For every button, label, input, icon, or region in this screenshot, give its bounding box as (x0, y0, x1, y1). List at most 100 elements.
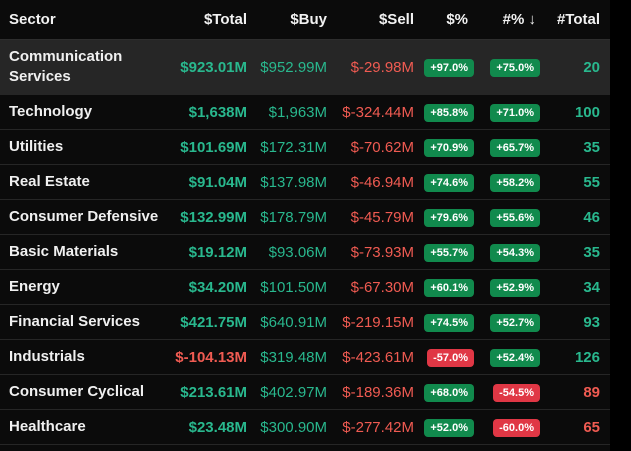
buy-value: $1,963M (247, 94, 327, 130)
hpct-badge: +58.2% (490, 173, 540, 192)
buy-value: $137.98M (247, 164, 327, 200)
table-body: Communication Services $923.01M $952.99M… (0, 39, 610, 445)
table-row[interactable]: Energy $34.20M $101.50M $-67.30M +60.1% … (0, 269, 610, 305)
count-value: 35 (546, 129, 610, 165)
column-header-count[interactable]: #Total (546, 0, 610, 40)
pct-cell: +52.0% (414, 409, 480, 445)
count-value: 126 (546, 339, 610, 375)
column-header-hpct[interactable]: #% ↓ (480, 0, 546, 40)
pct-badge: +52.0% (424, 418, 474, 437)
sell-value: $-45.79M (327, 199, 414, 235)
buy-value: $178.79M (247, 199, 327, 235)
total-value: $132.99M (166, 199, 247, 235)
sort-descending-icon: ↓ (528, 11, 537, 28)
table-row[interactable]: Consumer Cyclical $213.61M $402.97M $-18… (0, 374, 610, 410)
header-row: Sector $Total $Buy $Sell $% #% ↓ #Total (0, 0, 610, 40)
table-row[interactable]: Technology $1,638M $1,963M $-324.44M +85… (0, 94, 610, 130)
pct-cell: -57.0% (414, 339, 480, 375)
column-header-total[interactable]: $Total (166, 0, 247, 40)
pct-cell: +74.5% (414, 304, 480, 340)
hpct-cell: +54.3% (480, 234, 546, 270)
pct-badge: -57.0% (427, 348, 474, 367)
column-header-hpct-label: #% (502, 11, 525, 28)
table-row[interactable]: Healthcare $23.48M $300.90M $-277.42M +5… (0, 409, 610, 445)
sector-name: Industrials (0, 339, 166, 375)
hpct-badge: +52.9% (490, 278, 540, 297)
sector-name: Energy (0, 269, 166, 305)
column-header-sector[interactable]: Sector (0, 0, 166, 40)
sector-name: Real Estate (0, 164, 166, 200)
hpct-badge: +54.3% (490, 243, 540, 262)
hpct-badge: -54.5% (493, 383, 540, 402)
table-row[interactable]: Utilities $101.69M $172.31M $-70.62M +70… (0, 129, 610, 165)
count-value: 65 (546, 409, 610, 445)
sell-value: $-189.36M (327, 374, 414, 410)
total-value: $421.75M (166, 304, 247, 340)
count-value: 35 (546, 234, 610, 270)
buy-value: $101.50M (247, 269, 327, 305)
sector-name: Consumer Defensive (0, 199, 166, 235)
pct-badge: +97.0% (424, 58, 474, 77)
table-row[interactable]: Consumer Defensive $132.99M $178.79M $-4… (0, 199, 610, 235)
sector-name: Communication Services (0, 39, 166, 95)
pct-badge: +55.7% (424, 243, 474, 262)
sell-value: $-423.61M (327, 339, 414, 375)
pct-cell: +79.6% (414, 199, 480, 235)
sell-value: $-219.15M (327, 304, 414, 340)
pct-badge: +74.6% (424, 173, 474, 192)
hpct-cell: -54.5% (480, 374, 546, 410)
pct-badge: +85.8% (424, 103, 474, 122)
pct-cell: +85.8% (414, 94, 480, 130)
total-value: $213.61M (166, 374, 247, 410)
pct-cell: +74.6% (414, 164, 480, 200)
hpct-badge: +75.0% (490, 58, 540, 77)
buy-value: $952.99M (247, 39, 327, 95)
column-header-pct[interactable]: $% (414, 0, 480, 40)
hpct-badge: +55.6% (490, 208, 540, 227)
column-header-sell[interactable]: $Sell (327, 0, 414, 40)
pct-cell: +55.7% (414, 234, 480, 270)
total-value: $19.12M (166, 234, 247, 270)
hpct-badge: -60.0% (493, 418, 540, 437)
sell-value: $-67.30M (327, 269, 414, 305)
buy-value: $319.48M (247, 339, 327, 375)
hpct-cell: +52.9% (480, 269, 546, 305)
total-value: $1,638M (166, 94, 247, 130)
hpct-cell: +71.0% (480, 94, 546, 130)
sell-value: $-324.44M (327, 94, 414, 130)
sector-name: Healthcare (0, 409, 166, 445)
sell-value: $-29.98M (327, 39, 414, 95)
sell-value: $-277.42M (327, 409, 414, 445)
table-row[interactable]: Basic Materials $19.12M $93.06M $-73.93M… (0, 234, 610, 270)
sector-flow-panel: Sector $Total $Buy $Sell $% #% ↓ #Total … (0, 0, 610, 451)
count-value: 46 (546, 199, 610, 235)
pct-badge: +68.0% (424, 383, 474, 402)
pct-badge: +60.1% (424, 278, 474, 297)
sector-name: Consumer Cyclical (0, 374, 166, 410)
sell-value: $-46.94M (327, 164, 414, 200)
table-row[interactable]: Financial Services $421.75M $640.91M $-2… (0, 304, 610, 340)
pct-cell: +97.0% (414, 39, 480, 95)
hpct-badge: +65.7% (490, 138, 540, 157)
buy-value: $402.97M (247, 374, 327, 410)
sector-name: Basic Materials (0, 234, 166, 270)
total-value: $34.20M (166, 269, 247, 305)
table-row[interactable]: Industrials $-104.13M $319.48M $-423.61M… (0, 339, 610, 375)
pct-badge: +74.5% (424, 313, 474, 332)
hpct-cell: +52.4% (480, 339, 546, 375)
count-value: 20 (546, 39, 610, 95)
pct-badge: +70.9% (424, 138, 474, 157)
hpct-cell: +58.2% (480, 164, 546, 200)
sector-name: Technology (0, 94, 166, 130)
count-value: 34 (546, 269, 610, 305)
total-value: $101.69M (166, 129, 247, 165)
pct-cell: +68.0% (414, 374, 480, 410)
table-row[interactable]: Real Estate $91.04M $137.98M $-46.94M +7… (0, 164, 610, 200)
column-header-buy[interactable]: $Buy (247, 0, 327, 40)
hpct-badge: +52.7% (490, 313, 540, 332)
total-value: $-104.13M (166, 339, 247, 375)
sector-name: Utilities (0, 129, 166, 165)
table-row[interactable]: Communication Services $923.01M $952.99M… (0, 39, 610, 95)
pct-cell: +70.9% (414, 129, 480, 165)
hpct-cell: +55.6% (480, 199, 546, 235)
